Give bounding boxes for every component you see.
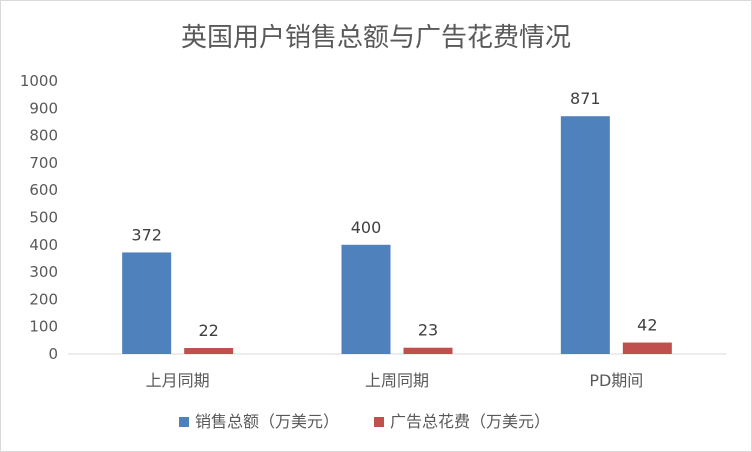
x-tick-label: 上月同期: [146, 371, 210, 390]
bar-sales: [560, 116, 610, 354]
bar-sales: [341, 244, 391, 354]
legend-label: 销售总额（万美元）: [195, 412, 339, 431]
data-label: 372: [131, 225, 162, 244]
bar-ad-spend: [184, 347, 234, 354]
y-tick-label: 800: [29, 127, 58, 145]
legend-label: 广告总花费（万美元）: [390, 412, 550, 431]
y-tick-label: 600: [29, 181, 58, 199]
y-tick-label: 500: [29, 209, 58, 227]
chart-title: 英国用户销售总额与广告花费情况: [181, 23, 571, 53]
y-tick-label: 200: [29, 290, 58, 308]
data-label: 400: [351, 218, 382, 237]
data-label: 871: [570, 89, 601, 108]
legend: 销售总额（万美元） 广告总花费（万美元）: [179, 412, 550, 431]
data-labels: 372 400 871 22 23 42: [131, 89, 657, 340]
bar-ad-spend: [622, 342, 672, 354]
bar-sales: [122, 252, 172, 354]
bars: [122, 116, 672, 354]
legend-swatch: [179, 417, 189, 427]
data-label: 23: [418, 321, 438, 340]
data-label: 42: [637, 316, 657, 335]
x-axis: 上月同期 上周同期 PD期间: [68, 353, 726, 390]
data-label: 22: [198, 321, 218, 340]
x-tick-label: PD期间: [589, 371, 643, 390]
y-tick-label: 0: [48, 345, 58, 363]
y-tick-label: 300: [29, 263, 58, 281]
y-tick-label: 400: [29, 236, 58, 254]
legend-swatch: [374, 417, 384, 427]
y-tick-label: 900: [29, 99, 58, 117]
y-tick-label: 100: [29, 318, 58, 336]
bar-ad-spend: [403, 347, 453, 354]
y-axis: 0 100 200 300 400 500 600 700 800 900 1000: [20, 72, 58, 363]
y-tick-label: 700: [29, 154, 58, 172]
y-tick-label: 1000: [20, 72, 58, 90]
x-tick-label: 上周同期: [365, 371, 429, 390]
